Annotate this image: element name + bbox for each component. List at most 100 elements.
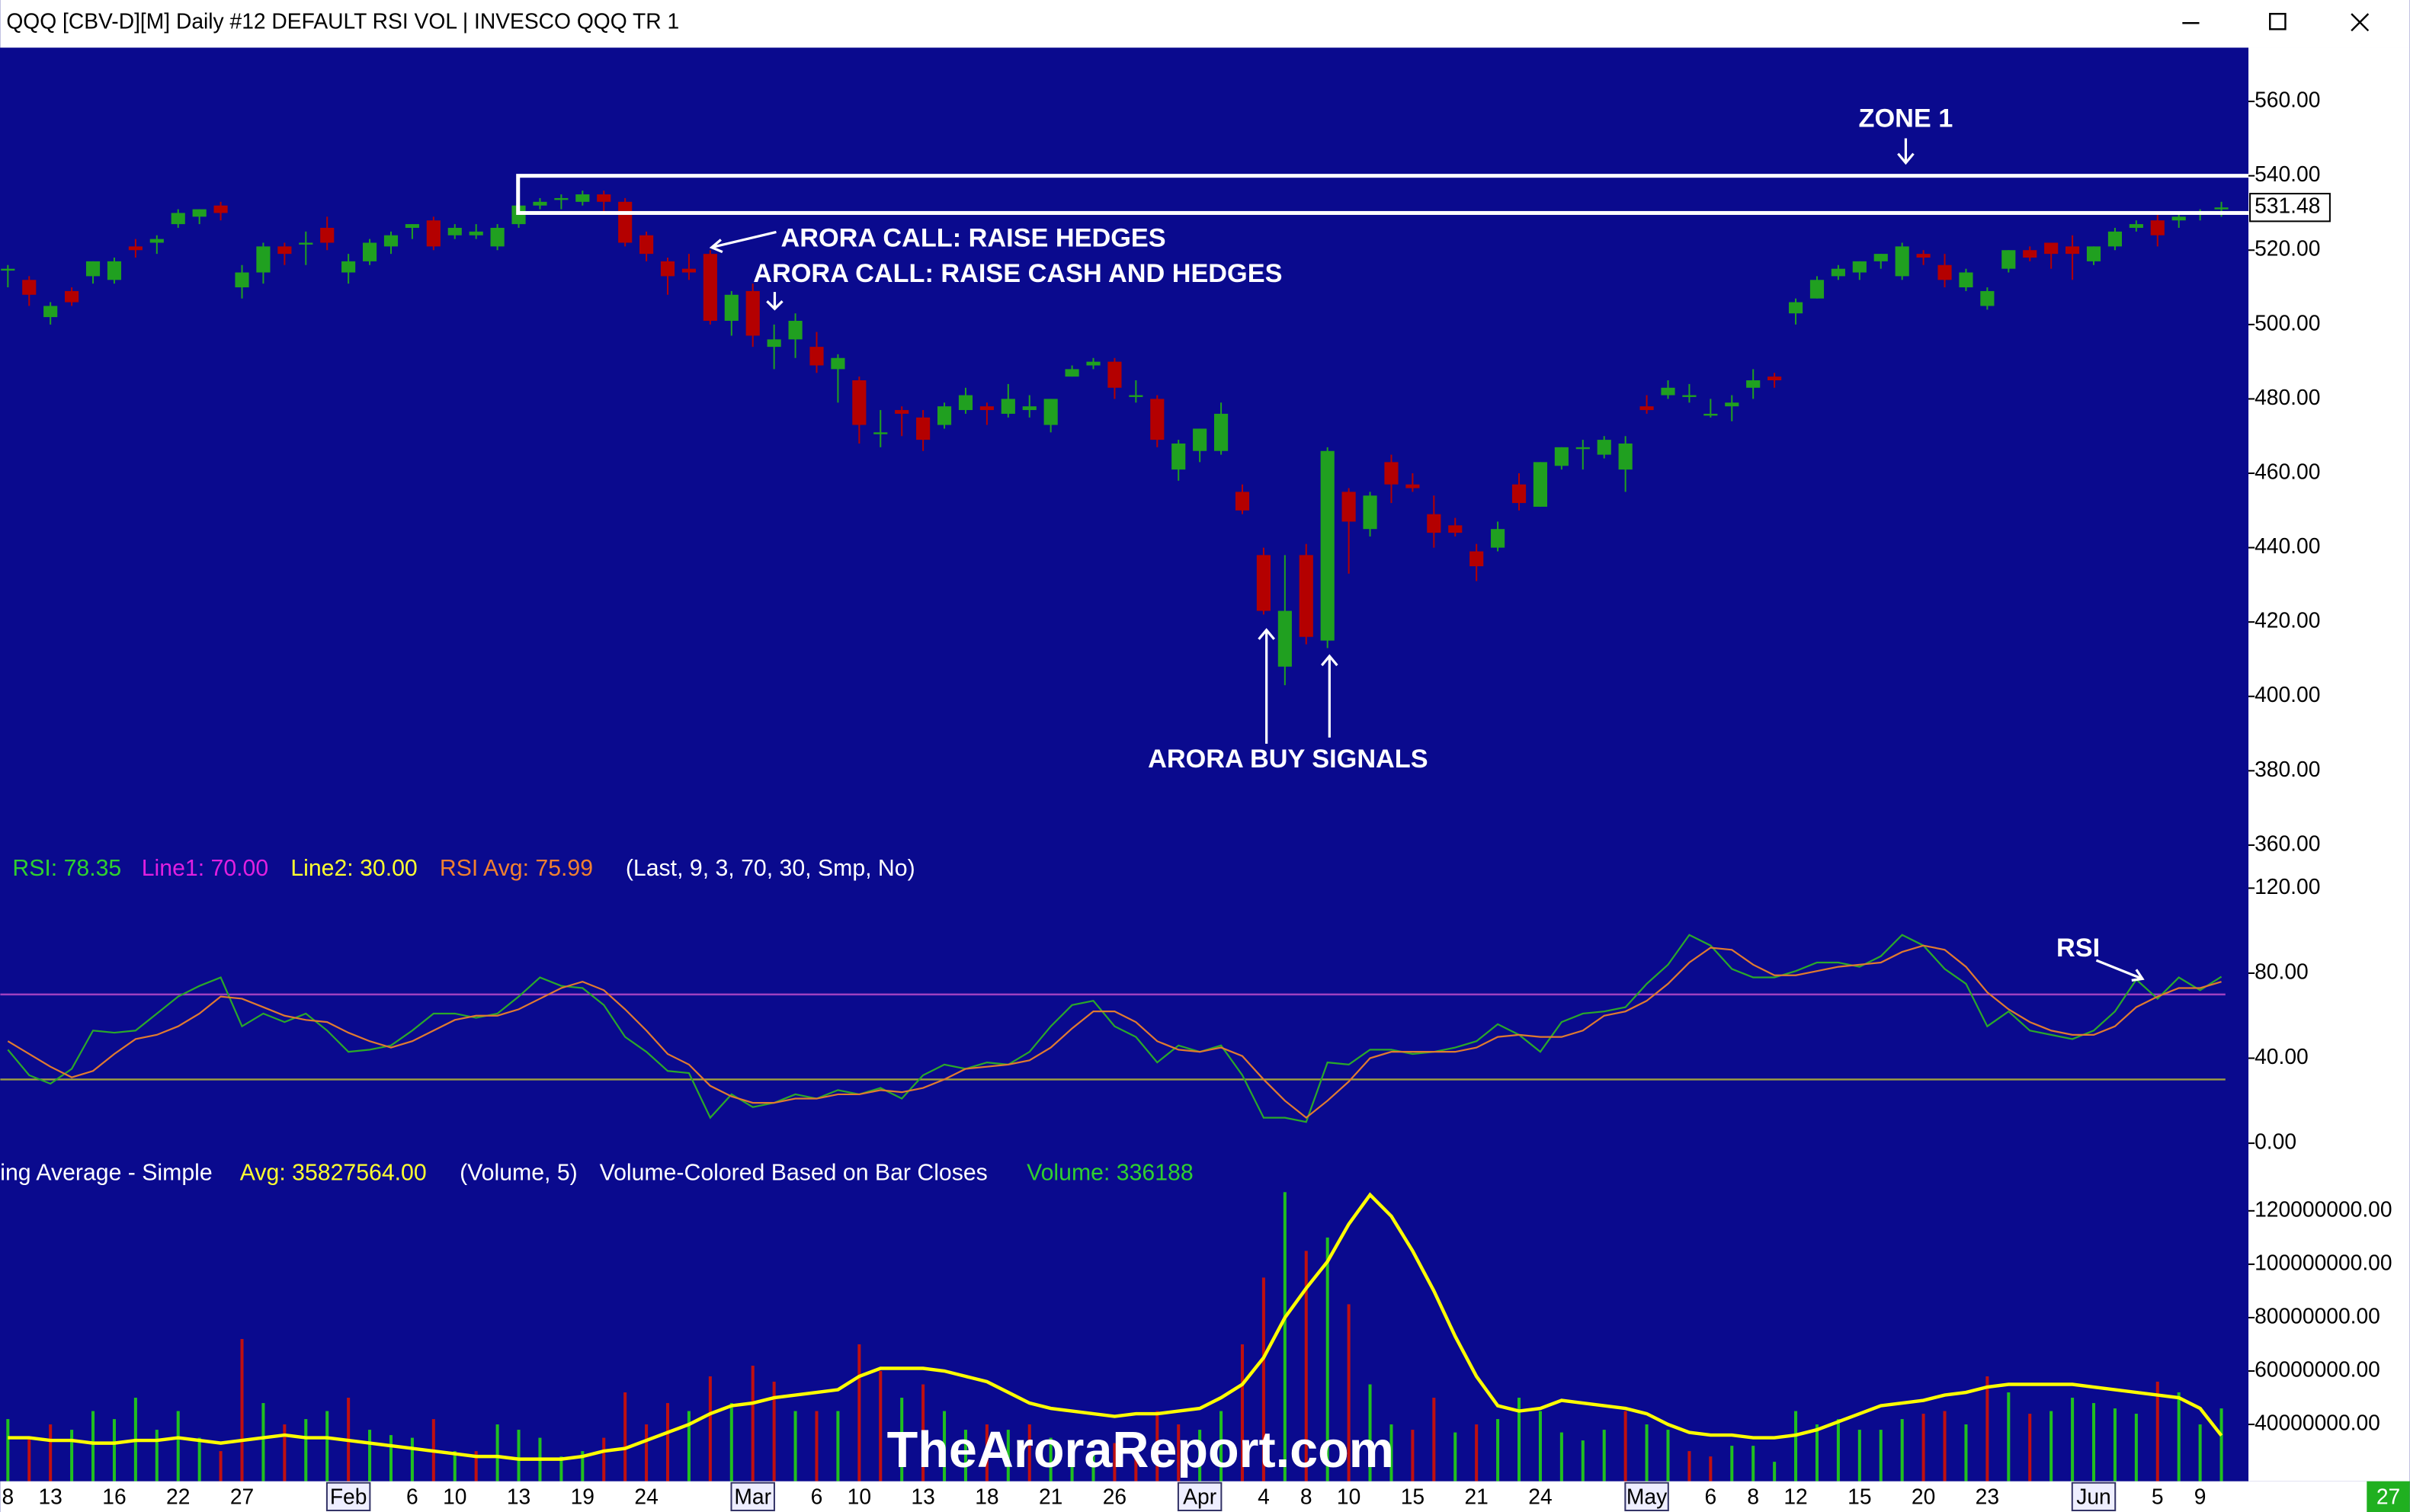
volume-bar	[283, 1424, 287, 1482]
line-series	[7, 944, 2222, 1120]
rsi-arrow	[2095, 959, 2145, 982]
x-tick-label: 10	[848, 1484, 871, 1508]
candle-body	[1618, 443, 1633, 470]
candle-body	[2129, 224, 2143, 228]
volume-bar	[2049, 1411, 2053, 1482]
candle-body	[809, 347, 824, 366]
volume-bar	[2134, 1414, 2138, 1482]
candle-body	[597, 194, 611, 202]
volume-bar	[495, 1424, 499, 1482]
x-tick-label: 22	[166, 1484, 190, 1508]
month-box	[2071, 1482, 2117, 1511]
candle-body	[2171, 216, 2186, 221]
candle-body	[2150, 220, 2165, 235]
candle-body	[469, 231, 483, 235]
volume-bar	[240, 1338, 244, 1482]
x-tick-label: 24	[634, 1484, 658, 1508]
x-tick-label: Feb	[330, 1484, 367, 1508]
candle-body	[2023, 250, 2037, 258]
title-bar	[0, 0, 2410, 48]
volume-bar	[1304, 1251, 1308, 1482]
volume-bar	[2113, 1408, 2117, 1482]
x-tick-label: 8	[2, 1484, 14, 1508]
x-tick-label: 5	[2152, 1484, 2164, 1508]
volume-bar	[645, 1424, 649, 1482]
x-tick-label: 26	[1103, 1484, 1126, 1508]
candle-body	[43, 306, 58, 318]
candle-body	[65, 290, 79, 303]
volume-bar	[2071, 1398, 2075, 1482]
y-tick-label: 120.00	[2255, 874, 2320, 899]
candle-body	[1299, 555, 1313, 637]
volume-bar	[1411, 1430, 1415, 1482]
candle-body	[1533, 462, 1548, 507]
volume-bar	[1559, 1432, 1563, 1482]
maximize-button[interactable]	[2269, 12, 2287, 30]
volume-bar	[1900, 1419, 1904, 1482]
volume-bar	[1645, 1424, 1649, 1482]
volume-bar	[1985, 1376, 1989, 1482]
volume-bar	[91, 1411, 95, 1482]
candle-body	[341, 261, 356, 273]
volume-bar	[27, 1437, 31, 1482]
candle-body	[1448, 525, 1463, 533]
annotation: ARORA CALL: RAISE CASH AND HEDGES	[753, 259, 1282, 288]
volume-legend: (Volume, 5)	[460, 1160, 578, 1185]
volume-bar	[1687, 1451, 1691, 1482]
volume-bar	[304, 1419, 308, 1482]
volume-bar	[2091, 1403, 2096, 1482]
volume-bar	[389, 1435, 393, 1482]
volume-bar	[474, 1451, 478, 1482]
candle-body	[235, 272, 249, 288]
volume-bar	[1773, 1462, 1777, 1482]
candle-body	[681, 268, 697, 273]
y-tick-label: 440.00	[2255, 533, 2320, 558]
y-tick-label: 40000000.00	[2255, 1411, 2380, 1435]
candle-body	[299, 242, 313, 245]
candle-body	[788, 320, 803, 340]
y-tick-label: 500.00	[2255, 310, 2320, 335]
y-tick-label: 460.00	[2255, 459, 2320, 483]
volume-legend: Volume-Colored Based on Bar Closes	[600, 1160, 988, 1185]
volume-bar	[6, 1419, 10, 1482]
volume-bar	[1027, 1424, 1031, 1482]
volume-bar	[1155, 1411, 1159, 1482]
candle-body	[831, 357, 845, 370]
volume-bar	[1496, 1419, 1500, 1482]
volume-bar	[1134, 1451, 1138, 1482]
candle-body	[1213, 413, 1229, 451]
volume-bar	[155, 1430, 159, 1482]
volume-bar	[112, 1419, 116, 1482]
x-tick-label: 13	[911, 1484, 934, 1508]
volume-bar	[943, 1411, 947, 1482]
volume-legend: ing Average - Simple	[0, 1160, 212, 1185]
zone-label: ZONE 1	[1859, 104, 1953, 133]
volume-bar	[1177, 1424, 1181, 1482]
corner-label: 27	[2376, 1484, 2400, 1508]
y-tick-label: 480.00	[2255, 385, 2320, 409]
volume-bar	[1943, 1411, 1947, 1482]
cash-arrow	[766, 292, 784, 311]
close-button[interactable]	[2351, 13, 2370, 32]
volume-bar	[581, 1451, 585, 1482]
candle-body	[1895, 246, 1909, 277]
volume-bar	[665, 1403, 670, 1482]
x-tick-label: 10	[1337, 1484, 1360, 1508]
candle-body	[107, 261, 122, 280]
candle-body	[1597, 440, 1611, 455]
x-tick-label: 8	[1300, 1484, 1312, 1508]
candle-body	[1235, 492, 1250, 511]
x-tick-label: 13	[38, 1484, 62, 1508]
candle-body	[1639, 406, 1654, 411]
month-box	[325, 1482, 371, 1511]
volume-bar	[815, 1411, 819, 1482]
y-tick-label: 540.00	[2255, 162, 2320, 186]
y-tick-label: 380.00	[2255, 757, 2320, 781]
candle-body	[1980, 290, 1995, 306]
candle-body	[895, 410, 909, 414]
candle-body	[1725, 402, 1739, 407]
y-tick-label: 560.00	[2255, 88, 2320, 112]
candle-body	[873, 432, 888, 434]
candle-body	[2214, 207, 2229, 210]
candle-body	[575, 194, 590, 202]
